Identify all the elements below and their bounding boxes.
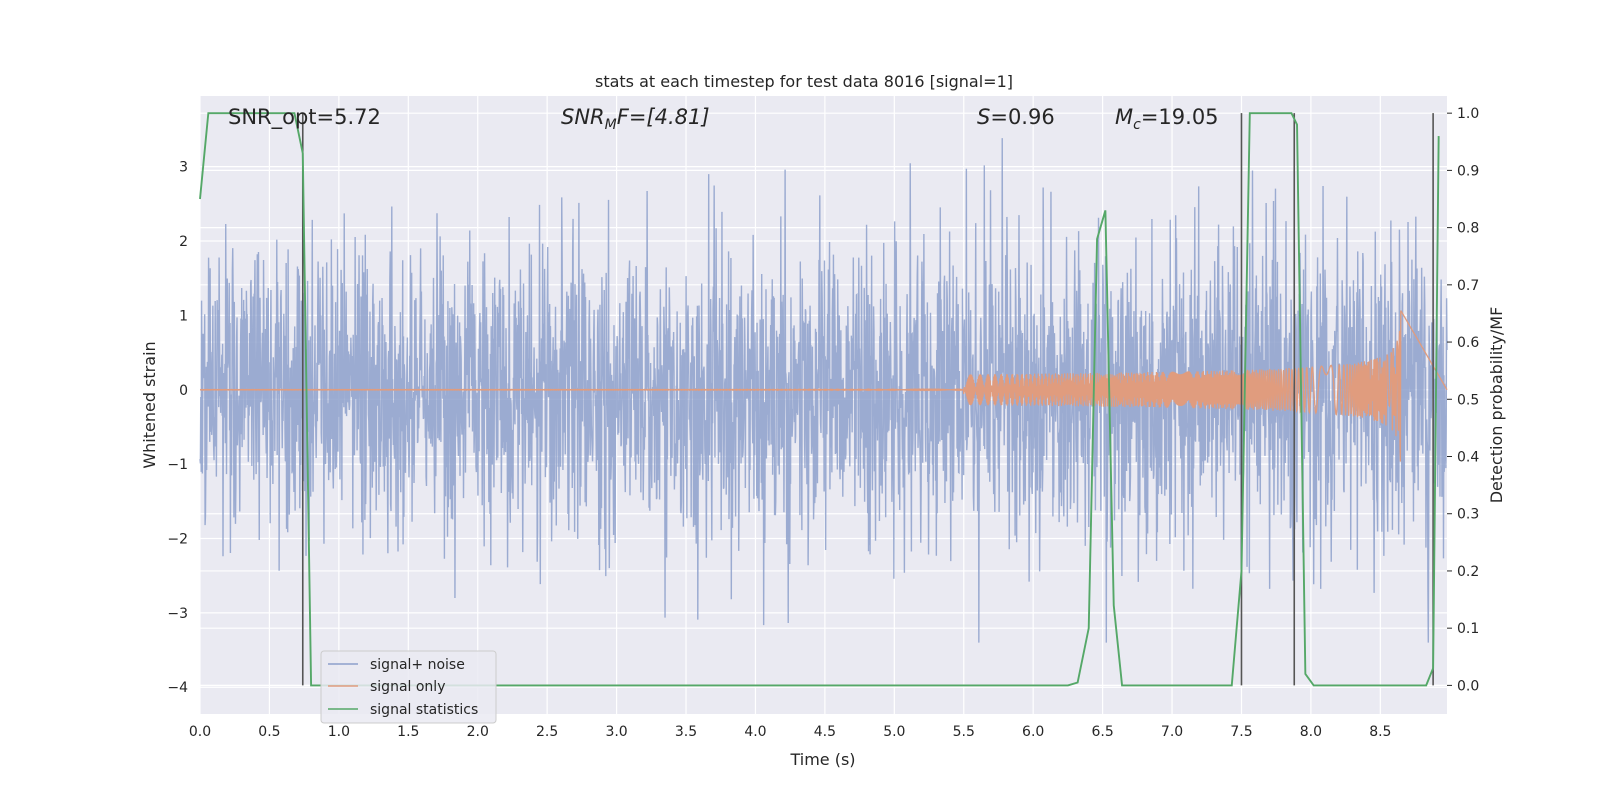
annotation-s: S=0.96 — [977, 105, 1055, 129]
right-y-axis-ticks: 1.0 0.9 0.8 0.7 0.6 0.5 0.4 0.3 0.2 0.1 0.0 — [1447, 106, 1479, 694]
x-tick-label: 8.5 — [1369, 724, 1391, 740]
right-y-tick-label: 0.9 — [1457, 163, 1479, 179]
series-signal-noise — [199, 138, 1448, 643]
legend-item-noise: signal+ noise — [370, 657, 465, 673]
legend: signal+ noise signal only signal statist… — [320, 650, 497, 724]
annotation-s-symbol: S — [977, 105, 990, 129]
x-tick-label: 6.0 — [1022, 724, 1044, 740]
legend-item-signal: signal only — [370, 679, 445, 695]
x-tick-label: 5.0 — [883, 724, 905, 740]
series-signal-only — [199, 310, 1448, 462]
annotation-mc-sub: c — [1133, 117, 1141, 133]
x-tick-label: 8.0 — [1300, 724, 1322, 740]
chart-title: stats at each timestep for test data 801… — [595, 72, 1013, 91]
annotation-snr-mf: SNRMF=[4.81] — [561, 105, 710, 133]
annotation-snr-mf-sub: M — [605, 117, 617, 133]
x-axis-ticks: 0.0 0.5 1.0 1.5 2.0 2.5 3.0 3.5 4.0 4.5 5.0 5.5 6.0 6… — [189, 724, 1392, 740]
left-y-axis-ticks: 3 2 1 0 −1 −2 −3 −4 — [167, 160, 188, 697]
x-tick-label: 6.5 — [1091, 724, 1113, 740]
left-y-tick-label: −4 — [167, 680, 188, 696]
annotation-mc: Mc=19.05 — [1115, 105, 1219, 133]
series-signal-statistics — [199, 112, 1440, 687]
annotation-s-value: =0.96 — [990, 105, 1054, 129]
x-tick-label: 0.0 — [189, 724, 211, 740]
right-y-tick-label: 0.3 — [1457, 507, 1479, 523]
x-tick-label: 2.0 — [467, 724, 489, 740]
x-tick-label: 1.5 — [397, 724, 419, 740]
annotation-snr-mf-base: SNR — [561, 105, 605, 129]
left-y-tick-label: −2 — [167, 531, 188, 547]
left-y-tick-label: −3 — [167, 606, 188, 622]
legend-item-stats: signal statistics — [370, 702, 478, 718]
x-tick-label: 0.5 — [258, 724, 280, 740]
x-tick-label: 4.5 — [814, 724, 836, 740]
annotation-snr-opt: SNR_opt=5.72 — [228, 105, 381, 130]
x-tick-label: 3.5 — [675, 724, 697, 740]
x-tick-label: 7.5 — [1230, 724, 1252, 740]
x-tick-label: 5.5 — [953, 724, 975, 740]
right-y-tick-label: 0.1 — [1457, 621, 1479, 637]
left-y-tick-label: 1 — [179, 308, 188, 324]
right-y-tick-label: 0.4 — [1457, 450, 1479, 466]
x-tick-label: 2.5 — [536, 724, 558, 740]
left-y-axis-label: Whitened strain — [140, 341, 159, 468]
x-tick-label: 1.0 — [328, 724, 350, 740]
legend-box — [320, 650, 497, 724]
left-y-tick-label: −1 — [167, 457, 188, 473]
series-line-signal-noise — [199, 138, 1448, 643]
series-line-signal-only — [199, 310, 1448, 462]
annotation-mc-symbol: M — [1115, 105, 1133, 129]
series-line-signal-statistics — [199, 112, 1440, 687]
right-y-tick-label: 0.5 — [1457, 392, 1479, 408]
left-y-tick-label: 0 — [179, 383, 188, 399]
left-y-tick-label: 3 — [179, 160, 188, 176]
left-y-tick-label: 2 — [179, 234, 188, 250]
annotation-snr-mf-rest: F=[4.81] — [617, 105, 710, 129]
x-tick-label: 3.0 — [605, 724, 627, 740]
right-y-tick-label: 0.7 — [1457, 278, 1479, 294]
x-axis-label: Time (s) — [789, 750, 855, 769]
x-tick-label: 4.0 — [744, 724, 766, 740]
annotation-mc-value: =19.05 — [1141, 105, 1219, 129]
right-y-axis-label: Detection probability/MF — [1487, 307, 1506, 504]
right-y-tick-label: 0.0 — [1457, 678, 1479, 694]
x-tick-label: 7.0 — [1161, 724, 1183, 740]
right-y-tick-label: 0.2 — [1457, 564, 1479, 580]
right-y-tick-label: 0.8 — [1457, 221, 1479, 237]
right-y-tick-label: 1.0 — [1457, 106, 1479, 122]
right-y-tick-label: 0.6 — [1457, 335, 1479, 351]
